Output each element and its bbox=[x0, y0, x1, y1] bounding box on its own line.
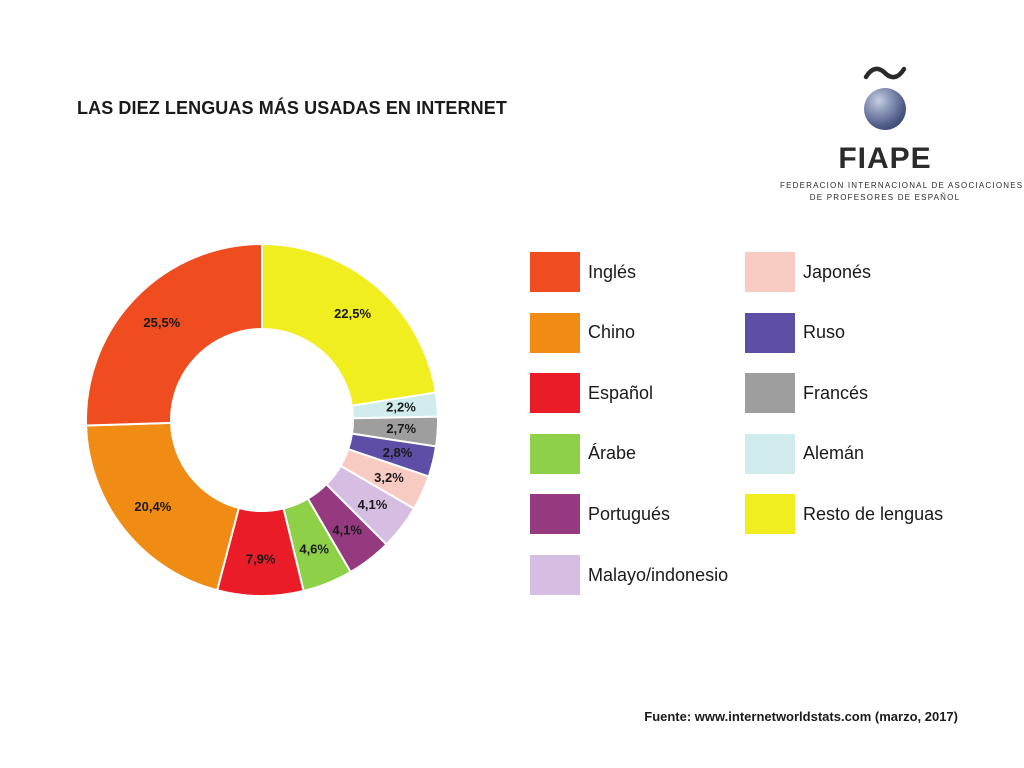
legend-swatch bbox=[745, 494, 795, 535]
legend-label: Árabe bbox=[588, 443, 637, 464]
data-label-arabe: 4,6% bbox=[299, 541, 329, 556]
legend-label: Japonés bbox=[803, 261, 872, 282]
legend-swatch bbox=[530, 312, 580, 353]
data-label-ruso: 2,8% bbox=[383, 445, 413, 460]
legend-item-ruso: Ruso bbox=[745, 312, 846, 353]
data-label-aleman: 2,2% bbox=[386, 400, 416, 415]
legend-label: Alemán bbox=[803, 443, 865, 464]
legend-item-chino: Chino bbox=[530, 312, 636, 353]
logo-subtitle-line2: DE PROFESORES DE ESPAÑOL bbox=[809, 193, 961, 202]
legend-label: Inglés bbox=[588, 261, 637, 282]
legend-label: Malayo/indonesio bbox=[588, 564, 729, 585]
legend-label: Español bbox=[588, 382, 654, 403]
legend-label: Ruso bbox=[803, 322, 846, 343]
slice-ingles bbox=[85, 242, 263, 427]
legend-item-frances: Francés bbox=[745, 373, 869, 414]
data-label-espanol: 7,9% bbox=[246, 551, 276, 566]
tilde-icon bbox=[863, 66, 907, 80]
legend-label: Portugués bbox=[588, 503, 671, 524]
legend-item-arabe: Árabe bbox=[530, 433, 637, 474]
legend-swatch bbox=[530, 494, 580, 535]
sphere-icon bbox=[864, 88, 906, 130]
legend-item-espanol: Español bbox=[530, 373, 654, 414]
legend-swatch bbox=[745, 312, 795, 353]
legend-label: Chino bbox=[588, 322, 636, 343]
fiape-logo: FIAPE FEDERACION INTERNACIONAL DE ASOCIA… bbox=[780, 64, 1024, 206]
legend-item-aleman: Alemán bbox=[745, 433, 865, 474]
legend-item-resto-de-lenguas: Resto de lenguas bbox=[745, 494, 944, 535]
slice-chino bbox=[85, 421, 241, 592]
data-label-frances: 2,7% bbox=[386, 421, 416, 436]
data-label-malayo-indonesio: 4,1% bbox=[358, 497, 388, 512]
legend-swatch bbox=[530, 252, 580, 292]
logo-brand: FIAPE bbox=[838, 142, 932, 175]
legend-item-ingles: Inglés bbox=[530, 252, 636, 292]
legend-item-malayo-indonesio: Malayo/indonesio bbox=[530, 555, 728, 595]
legend-label: Resto de lenguas bbox=[803, 503, 944, 524]
legend-swatch bbox=[530, 373, 580, 414]
slice-resto-de-lenguas bbox=[261, 242, 437, 407]
logo-subtitle-line1: FEDERACION INTERNACIONAL DE ASOCIACIONES bbox=[780, 181, 1024, 190]
legend-swatch bbox=[745, 373, 795, 414]
legend-swatch bbox=[530, 555, 580, 595]
legend-swatch bbox=[530, 433, 580, 474]
legend-item-portugues: Portugués bbox=[530, 494, 671, 535]
legend-swatch bbox=[745, 252, 795, 292]
legend-swatch bbox=[745, 433, 795, 474]
legend-item-japones: Japonés bbox=[745, 252, 871, 292]
data-label-portugues: 4,1% bbox=[332, 522, 362, 537]
source-note: Fuente: www.internetworldstats.com (marz… bbox=[644, 709, 958, 724]
data-label-ingles: 25,5% bbox=[143, 315, 180, 330]
chart-title: LAS DIEZ LENGUAS MÁS USADAS EN INTERNET bbox=[77, 98, 507, 118]
legend-label: Francés bbox=[803, 382, 869, 403]
data-label-resto-de-lenguas: 22,5% bbox=[334, 306, 371, 321]
data-label-chino: 20,4% bbox=[134, 499, 171, 514]
data-label-japones: 3,2% bbox=[374, 470, 404, 485]
